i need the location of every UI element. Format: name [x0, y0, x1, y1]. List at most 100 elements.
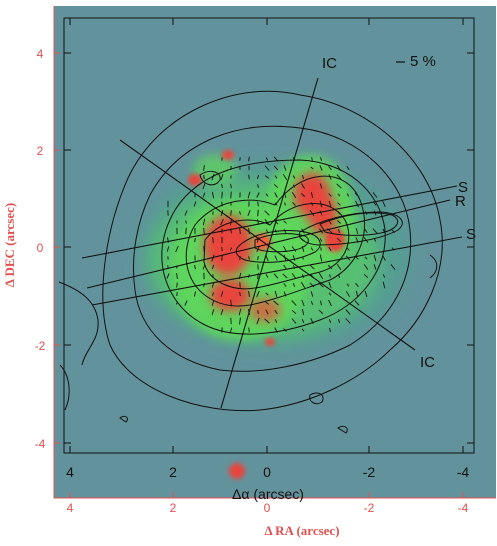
polarization-vector — [175, 245, 179, 253]
polarization-vector — [328, 165, 332, 171]
polarization-vector — [184, 300, 188, 306]
polarization-vector — [220, 291, 224, 297]
polarization-vector — [283, 264, 287, 270]
polarization-vector — [273, 184, 279, 188]
polarization-vector — [273, 156, 279, 162]
polarization-vector — [248, 156, 250, 162]
polarization-vector — [373, 264, 377, 270]
polarization-vector — [364, 256, 368, 260]
polarization-vector — [309, 264, 315, 270]
polarization-vector — [257, 256, 259, 260]
polarization-vector — [319, 183, 323, 189]
outer-x-tick-label: -4 — [458, 501, 469, 515]
polarization-vector — [310, 318, 314, 324]
polarization-vector — [264, 210, 270, 216]
polarization-vector — [239, 317, 241, 325]
polarization-vector — [211, 300, 215, 306]
vector-scale: 5 % — [396, 53, 436, 70]
polarization-vector — [238, 308, 242, 316]
polarization-vector — [301, 273, 305, 279]
polarization-vector — [202, 182, 206, 190]
inner-x-tick-label: -2 — [363, 464, 376, 480]
polarization-vector — [256, 290, 260, 298]
polarization-vector — [336, 210, 342, 216]
polarization-vector — [239, 227, 241, 235]
outer-x-axis-label: Δ RA (arcsec) — [264, 523, 339, 538]
polarization-vector — [301, 228, 305, 234]
polarization-vector — [229, 327, 233, 333]
polarization-vector — [355, 283, 359, 287]
polarization-vector — [355, 237, 359, 243]
polarization-vector — [166, 246, 170, 252]
polarization-vector — [319, 238, 323, 242]
polarization-vector — [354, 192, 360, 198]
polarization-vector — [310, 291, 314, 297]
polarization-vector — [328, 193, 332, 197]
polarization-vector — [283, 245, 287, 253]
polarization-vectors — [166, 156, 396, 333]
polarization-vector — [364, 211, 368, 215]
polarization-vector — [175, 301, 179, 305]
annotation-s-top: S — [458, 179, 468, 196]
polarization-vector — [311, 192, 313, 198]
polarization-vector — [257, 201, 259, 207]
polarization-vector — [346, 291, 350, 297]
outer-y-tick-label: 2 — [37, 144, 44, 158]
inner-axes — [63, 17, 475, 454]
polarization-vector — [292, 202, 296, 206]
polarization-vector — [273, 300, 279, 306]
polarization-vector — [336, 174, 342, 180]
polarization-vector — [328, 292, 332, 296]
polarization-vector — [319, 210, 323, 216]
polarization-vector — [337, 318, 341, 324]
polarization-vector — [373, 254, 377, 262]
intensity-contours — [58, 90, 443, 434]
polarization-vector — [176, 282, 178, 288]
polarization-vector — [211, 309, 215, 315]
polarization-vector — [327, 264, 333, 270]
inner-x-tick-label: -4 — [457, 464, 470, 480]
polarization-vector — [283, 220, 287, 224]
inner-ticks — [64, 18, 474, 453]
polarization-vector — [328, 299, 332, 307]
polarization-vector — [346, 193, 350, 197]
polarization-vector — [329, 327, 331, 333]
polarization-vector — [211, 264, 215, 270]
polarization-vector — [355, 256, 359, 260]
outer-x-tick-label: 4 — [67, 501, 74, 515]
polarization-vector — [291, 273, 297, 279]
polarization-vector — [338, 229, 340, 233]
polarization-vector — [346, 247, 350, 251]
polarization-vector — [291, 191, 297, 199]
inner-x-axis-label: Δα (arcsec) — [232, 486, 304, 502]
polarization-vector — [202, 264, 206, 270]
polarization-vector — [328, 200, 332, 208]
polarization-vector — [273, 165, 279, 171]
polarization-vector — [373, 210, 377, 216]
polarization-vector — [211, 292, 215, 296]
polarization-vector — [291, 318, 297, 324]
outer-x-tick-label: 2 — [170, 501, 177, 515]
polarization-vector — [283, 283, 287, 287]
line-s-lower — [91, 236, 463, 306]
polarization-vector — [265, 229, 269, 233]
polarization-vector — [273, 273, 279, 279]
polarization-vector — [176, 272, 178, 280]
polarization-vector — [194, 237, 196, 243]
polarization-vector — [239, 211, 241, 215]
polarization-vector — [363, 237, 369, 243]
polarization-vector — [274, 309, 278, 315]
polarization-vector — [382, 255, 386, 261]
polarization-vector — [390, 228, 396, 234]
polarization-vector — [193, 201, 197, 207]
inner-x-tick-label: 2 — [169, 464, 177, 480]
polarization-vector — [318, 272, 324, 280]
polarization-vector — [345, 309, 351, 315]
polarization-vector — [230, 299, 232, 307]
polarization-vector — [310, 300, 314, 306]
polarization-vector — [382, 274, 386, 278]
inner-x-tick-labels: 4 2 0 -2 -4 — [66, 464, 469, 480]
polarization-vector — [274, 290, 278, 298]
polarization-vector — [336, 183, 342, 189]
